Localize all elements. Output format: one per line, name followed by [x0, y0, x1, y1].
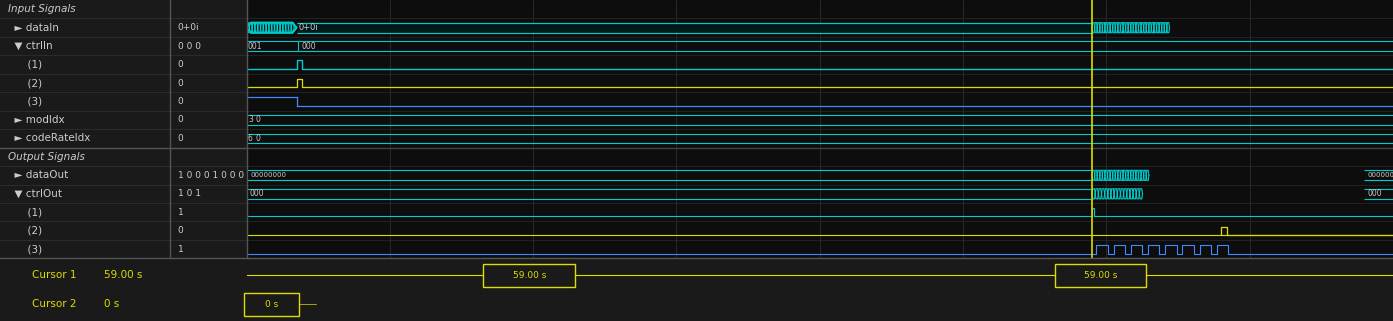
Text: 0: 0 [178, 226, 184, 235]
Text: 0: 0 [178, 116, 184, 125]
FancyBboxPatch shape [244, 293, 299, 316]
Text: 59.00 s: 59.00 s [513, 271, 546, 280]
Text: 000: 000 [301, 42, 316, 51]
Text: Input Signals: Input Signals [8, 4, 77, 14]
Text: 0: 0 [255, 134, 260, 143]
Text: 3: 3 [248, 116, 254, 125]
Text: 1: 1 [178, 208, 184, 217]
Text: (3): (3) [8, 97, 43, 107]
Text: (1): (1) [8, 60, 43, 70]
Text: 1 0 0 0 1 0 0 0: 1 0 0 0 1 0 0 0 [178, 171, 244, 180]
Text: Cursor 1: Cursor 1 [32, 270, 77, 280]
Text: 0: 0 [255, 116, 260, 125]
Text: 001: 001 [248, 42, 262, 51]
Text: 1: 1 [178, 245, 184, 254]
Text: (2): (2) [8, 78, 43, 88]
Text: ► dataOut: ► dataOut [8, 170, 68, 180]
Polygon shape [247, 22, 297, 33]
Text: Output Signals: Output Signals [8, 152, 85, 162]
Text: 59.00 s: 59.00 s [1084, 271, 1117, 280]
Text: (3): (3) [8, 244, 43, 254]
Text: 000: 000 [249, 189, 265, 198]
Text: 0: 0 [178, 60, 184, 69]
Text: ▼ ctrlOut: ▼ ctrlOut [8, 189, 63, 199]
Text: 00000000: 00000000 [251, 172, 287, 178]
Text: 0: 0 [178, 97, 184, 106]
Text: 0: 0 [178, 134, 184, 143]
FancyBboxPatch shape [1055, 264, 1146, 287]
Text: 000: 000 [1367, 189, 1382, 198]
Text: 00000000: 00000000 [1367, 172, 1393, 178]
Text: 0 0 0: 0 0 0 [178, 42, 201, 51]
Text: ► modIdx: ► modIdx [8, 115, 65, 125]
Text: 0 s: 0 s [265, 299, 279, 308]
Text: ► codeRateIdx: ► codeRateIdx [8, 134, 91, 143]
Text: ► dataIn: ► dataIn [8, 23, 60, 33]
Text: (1): (1) [8, 207, 43, 217]
Text: Cursor 2: Cursor 2 [32, 299, 77, 309]
Text: 0: 0 [178, 79, 184, 88]
Text: 1 0 1: 1 0 1 [178, 189, 201, 198]
FancyBboxPatch shape [483, 264, 575, 287]
Text: ▼ ctrlIn: ▼ ctrlIn [8, 41, 53, 51]
Text: 6: 6 [248, 134, 254, 143]
Text: (2): (2) [8, 226, 43, 236]
Text: 59.00 s: 59.00 s [104, 270, 143, 280]
Text: 0+0i: 0+0i [178, 23, 199, 32]
Text: 0 s: 0 s [104, 299, 120, 309]
Text: 0+0i: 0+0i [298, 23, 318, 32]
